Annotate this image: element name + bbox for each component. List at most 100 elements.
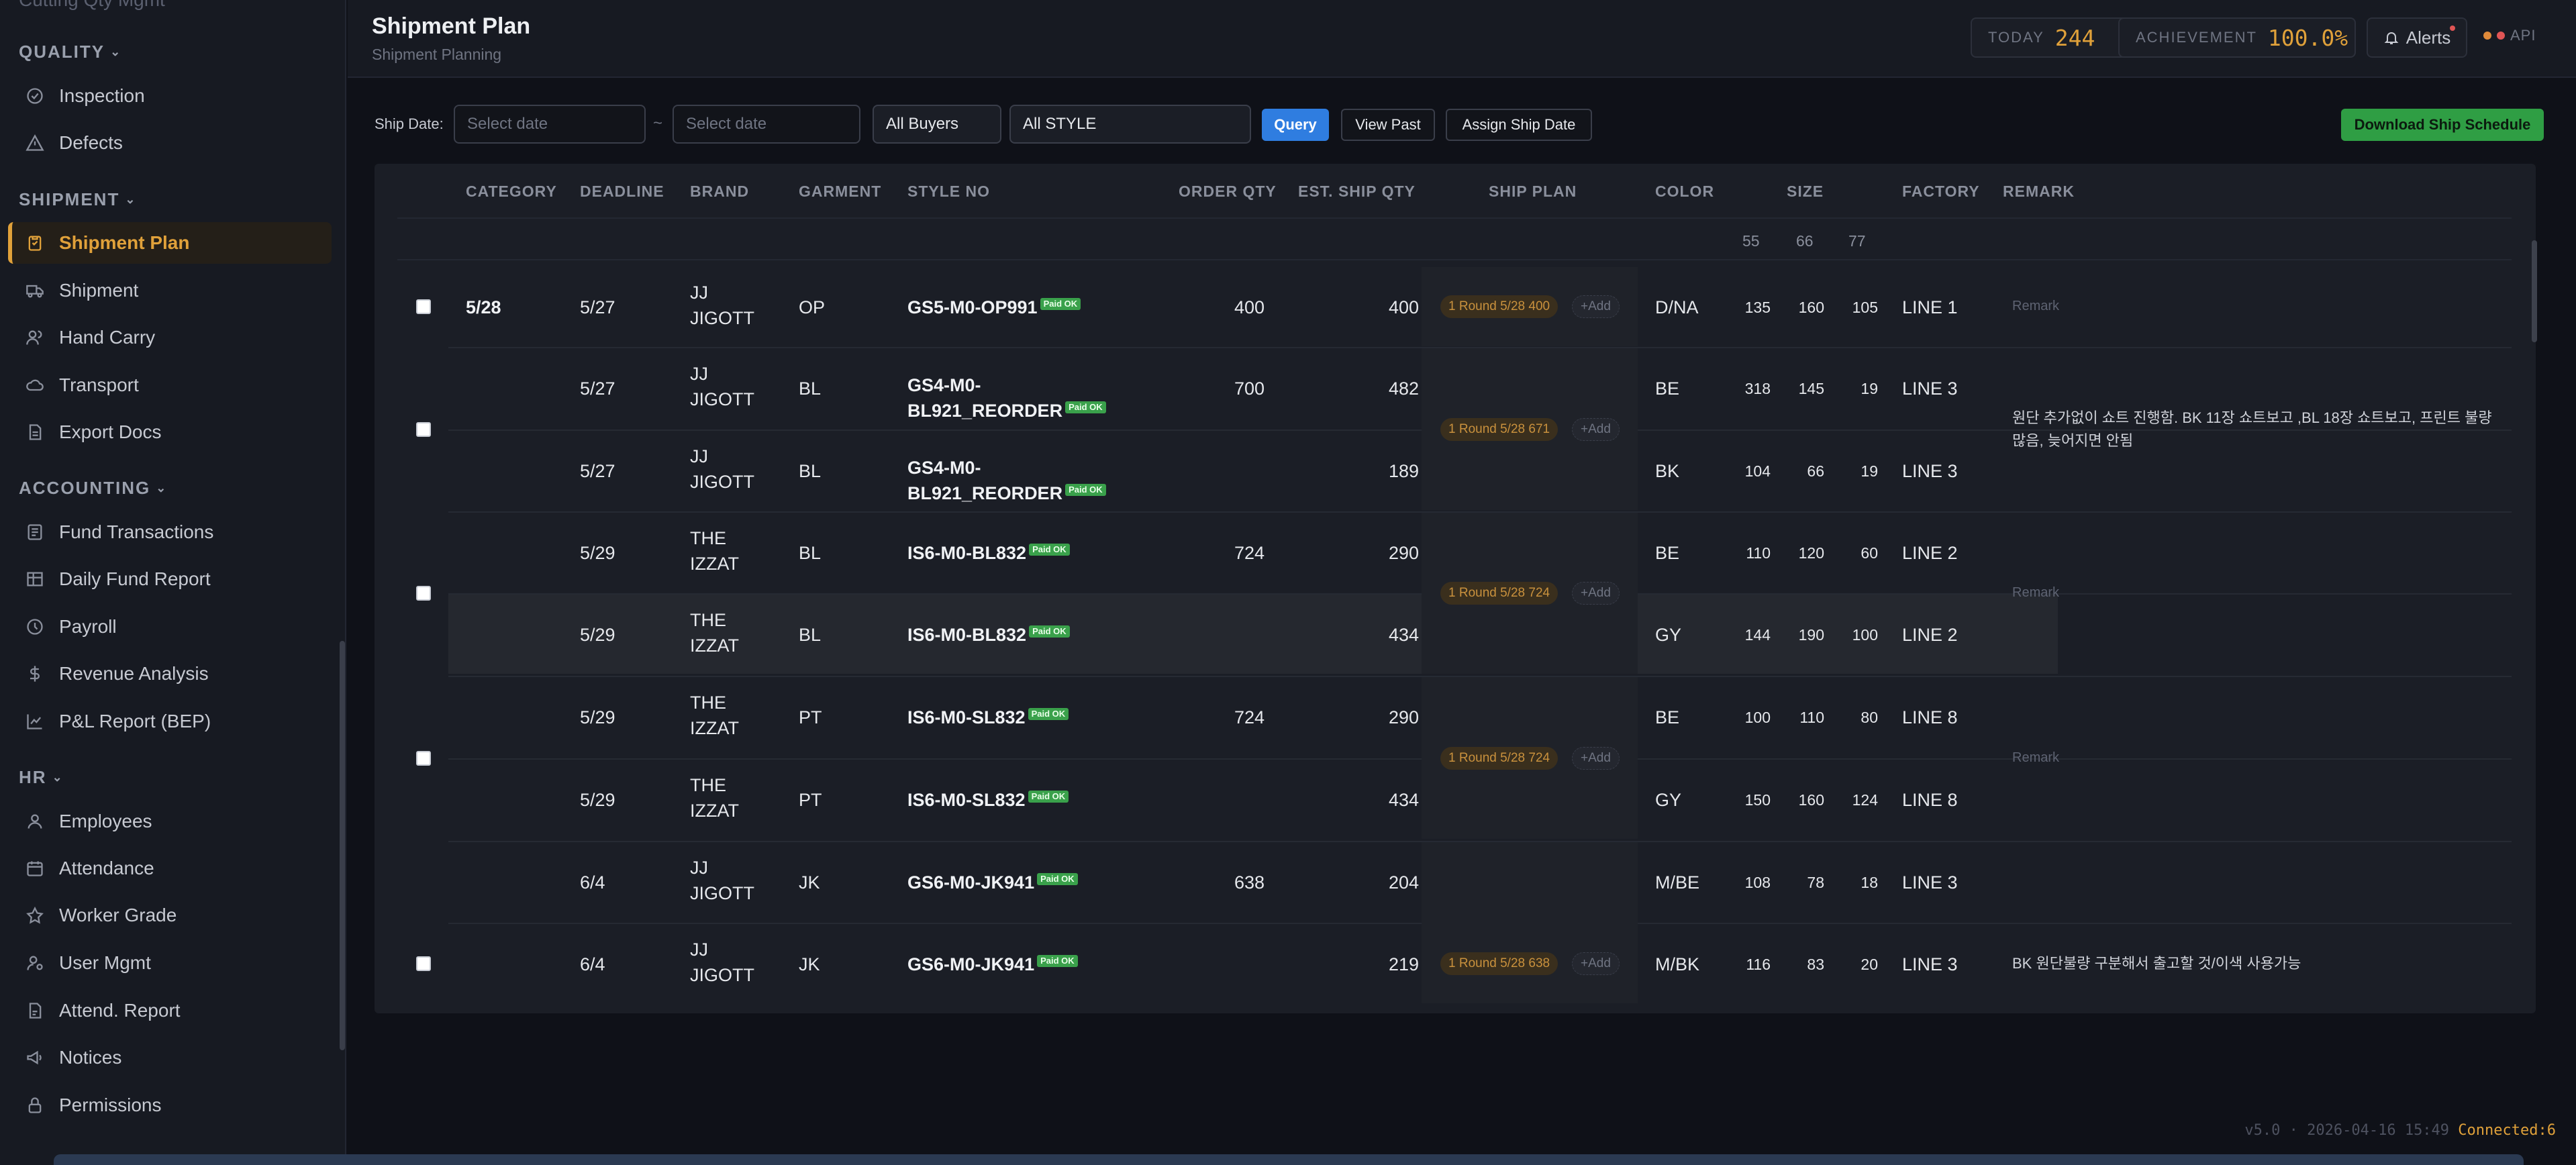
date-to-input[interactable]: Select date: [673, 105, 860, 144]
cell-deadline: 5/29: [580, 543, 615, 563]
report-icon: [29, 1003, 42, 1019]
sidebar-item-payroll[interactable]: Payroll: [8, 606, 332, 648]
row-checkbox[interactable]: [416, 421, 431, 437]
remark-input[interactable]: Remark: [2012, 585, 2060, 600]
remark-input[interactable]: Remark: [2012, 750, 2060, 765]
sidebar-item-revenue-analysis[interactable]: Revenue Analysis: [8, 653, 332, 695]
style-no[interactable]: IS6-M0-BL832 Paid OK: [907, 540, 1109, 566]
style-no[interactable]: GS4-M0-BL921_REORDER Paid OK: [907, 372, 1109, 423]
query-button[interactable]: Query: [1262, 109, 1329, 141]
ship-plan-chip[interactable]: 1 Round 5/28 724: [1440, 582, 1558, 605]
sidebar-item-notices[interactable]: Notices: [8, 1037, 332, 1078]
col-style-no[interactable]: STYLE NO: [907, 183, 991, 200]
sidebar-item-permissions[interactable]: Permissions: [8, 1084, 332, 1126]
col-garment[interactable]: GARMENT: [799, 183, 882, 200]
sidebar-item-fund-transactions[interactable]: Fund Transactions: [8, 511, 332, 553]
date-from-input[interactable]: Select date: [454, 105, 646, 144]
col-brand[interactable]: BRAND: [690, 183, 750, 200]
cell-s77: 100: [1852, 626, 1878, 644]
cell-s55: 100: [1744, 709, 1771, 726]
sidebar-item-export-docs[interactable]: Export Docs: [8, 411, 332, 453]
ship-plan-chip[interactable]: 1 Round 5/28 400: [1440, 295, 1558, 318]
style-select[interactable]: All STYLE: [1009, 105, 1251, 144]
style-no[interactable]: GS4-M0-BL921_REORDER Paid OK: [907, 455, 1109, 506]
sidebar-scrollbar[interactable]: [340, 641, 345, 1050]
add-plan-button[interactable]: +Add: [1572, 295, 1620, 318]
ship-plan-chip[interactable]: 1 Round 5/28 671: [1440, 417, 1558, 441]
sidebar-item-user-mgmt[interactable]: User Mgmt: [8, 942, 332, 984]
cell-deadline: 5/27: [580, 297, 615, 317]
add-plan-button[interactable]: +Add: [1572, 952, 1620, 975]
row-checkbox[interactable]: [416, 299, 431, 314]
bell-icon: [2384, 32, 2399, 44]
section-quality[interactable]: QUALITY ⌄: [19, 42, 122, 62]
sidebar-item-attend-report[interactable]: Attend. Report: [8, 990, 332, 1031]
sidebar-item-hand-carry[interactable]: Hand Carry: [8, 317, 332, 358]
style-no[interactable]: GS5-M0-OP991 Paid OK: [907, 295, 1109, 320]
ship-plan-chip[interactable]: 1 Round 5/28 724: [1440, 746, 1558, 770]
section-shipment[interactable]: SHIPMENT ⌄: [19, 189, 137, 209]
cell-s55: 144: [1744, 626, 1771, 644]
alerts-button[interactable]: Alerts: [2367, 17, 2467, 58]
sidebar-item-transport[interactable]: Transport: [8, 364, 332, 406]
cell-s66: 190: [1798, 626, 1824, 644]
cell-est: 400: [1388, 297, 1419, 317]
style-no[interactable]: IS6-M0-SL832 Paid OK: [907, 705, 1109, 730]
col-deadline[interactable]: DEADLINE: [580, 183, 664, 200]
view-past-button[interactable]: View Past: [1341, 109, 1435, 141]
paid-badge: Paid OK: [1065, 401, 1106, 413]
style-no[interactable]: GS6-M0-JK941 Paid OK: [907, 870, 1109, 895]
assign-ship-date-button[interactable]: Assign Ship Date: [1446, 109, 1592, 141]
col-remark[interactable]: REMARK: [2003, 183, 2075, 200]
style-no[interactable]: IS6-M0-BL832 Paid OK: [907, 622, 1109, 648]
row-divider: [448, 841, 2512, 842]
sidebar-item-shipment[interactable]: Shipment: [8, 270, 332, 311]
lock-icon: [28, 1097, 42, 1113]
row-checkbox[interactable]: [416, 586, 431, 601]
col-color[interactable]: COLOR: [1655, 183, 1715, 200]
cell-est: 434: [1388, 625, 1419, 645]
cell-deadline: 6/4: [580, 872, 605, 893]
add-plan-button[interactable]: +Add: [1572, 746, 1620, 770]
add-plan-button[interactable]: +Add: [1572, 582, 1620, 605]
buyers-select[interactable]: All Buyers: [873, 105, 1001, 144]
table-scrollbar[interactable]: [2532, 240, 2537, 342]
sidebar-item-shipment-plan[interactable]: Shipment Plan: [8, 222, 332, 264]
sidebar-item-employees[interactable]: Employees: [8, 801, 332, 842]
section-accounting[interactable]: ACCOUNTING ⌄: [19, 478, 168, 498]
add-plan-button[interactable]: +Add: [1572, 417, 1620, 441]
sidebar-item-daily-fund-report[interactable]: Daily Fund Report: [8, 558, 332, 600]
style-no[interactable]: GS6-M0-JK941 Paid OK: [907, 952, 1109, 977]
remark-text[interactable]: 원단 추가없이 쇼트 진행함. BK 11장 쇼트보고 ,BL 18장 쇼트보고…: [2012, 409, 2492, 449]
row-checkbox[interactable]: [416, 956, 431, 971]
clipboard-icon: [28, 236, 42, 251]
col-category[interactable]: CATEGORY: [466, 183, 557, 200]
col-factory[interactable]: FACTORY: [1902, 183, 1980, 200]
col-size[interactable]: SIZE: [1787, 183, 1824, 200]
cell-color: D/NA: [1655, 297, 1699, 317]
divider: [397, 217, 2512, 219]
col-est-ship-qty[interactable]: EST. SHIP QTY: [1298, 183, 1416, 200]
sidebar-item-worker-grade[interactable]: Worker Grade: [8, 895, 332, 936]
ship-plan-chip[interactable]: 1 Round 5/28 638: [1440, 952, 1558, 975]
cell-s66: 145: [1798, 380, 1824, 397]
row-divider: [448, 676, 2512, 677]
cell-s77: 80: [1861, 709, 1878, 726]
download-ship-schedule-button[interactable]: Download Ship Schedule: [2341, 109, 2544, 141]
sidebar-item-attendance[interactable]: Attendance: [8, 848, 332, 889]
cell-garment: JK: [799, 872, 820, 893]
style-no[interactable]: IS6-M0-SL832 Paid OK: [907, 787, 1109, 813]
cell-factory: LINE 2: [1902, 625, 1958, 645]
remark-text[interactable]: BK 원단불량 구분해서 출고할 것/이색 사용가능: [2012, 955, 2301, 972]
col-ship-plan[interactable]: SHIP PLAN: [1489, 183, 1577, 200]
sidebar-item-pl-report[interactable]: P&L Report (BEP): [8, 701, 332, 742]
row-checkbox[interactable]: [416, 750, 431, 766]
row-divider: [448, 347, 2512, 348]
sidebar-item-inspection[interactable]: Inspection: [8, 75, 332, 117]
col-order-qty[interactable]: ORDER QTY: [1179, 183, 1277, 200]
remark-input[interactable]: Remark: [2012, 299, 2060, 313]
sidebar-item-defects[interactable]: Defects: [8, 122, 332, 164]
sidebar-item-cutting-qty[interactable]: Cutting Qty Mgmt: [19, 0, 165, 10]
paid-badge: Paid OK: [1040, 298, 1081, 310]
section-hr[interactable]: HR ⌄: [19, 767, 64, 787]
